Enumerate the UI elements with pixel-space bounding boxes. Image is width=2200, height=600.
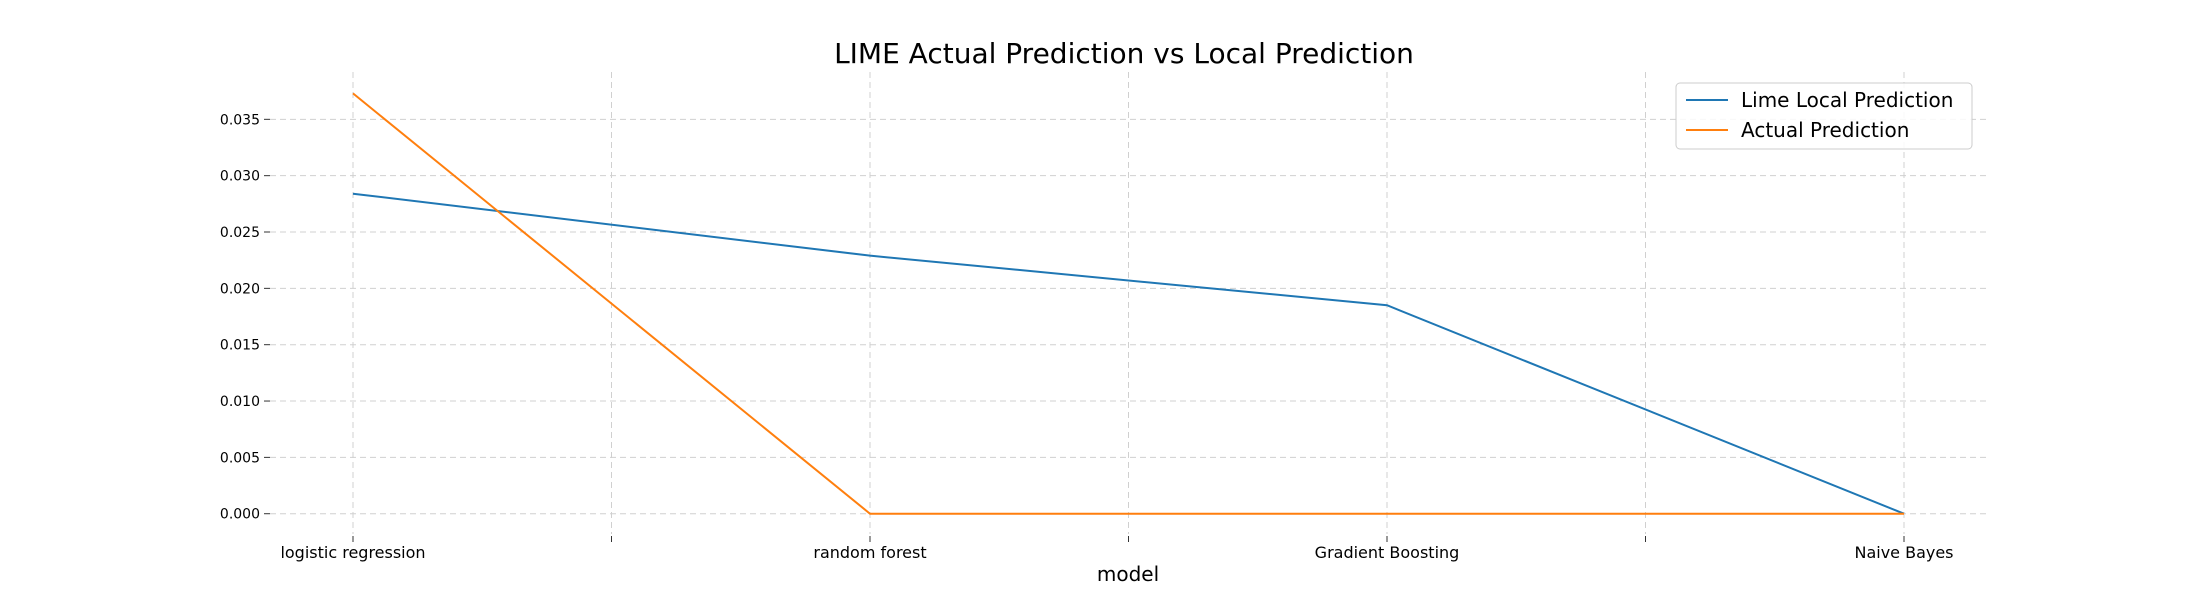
series-line-lime-local-prediction xyxy=(352,192,1905,515)
y-tick-label: 0.015 xyxy=(220,338,260,354)
series-lines xyxy=(352,92,1905,515)
series-line-actual-prediction xyxy=(352,92,1904,515)
y-axis: 0.000 0.005 0.010 0.015 0.020 0.025 0.030 0.035 xyxy=(220,112,270,523)
y-tick-label: 0.025 xyxy=(220,225,260,241)
legend-label-actual: Actual Prediction xyxy=(1741,118,1909,142)
x-tick-label: random forest xyxy=(813,543,926,562)
x-tick-label: Naive Bayes xyxy=(1854,543,1953,562)
x-axis: logistic regression random forest Gradient… xyxy=(280,536,1954,562)
legend: Lime Local Prediction Actual Prediction xyxy=(1675,82,1973,150)
legend-label-lime-local: Lime Local Prediction xyxy=(1741,88,1953,112)
y-tick-label: 0.010 xyxy=(220,394,260,410)
x-axis-label: model xyxy=(1097,562,1159,586)
x-tick-label: Gradient Boosting xyxy=(1315,543,1460,562)
x-tick-label: logistic regression xyxy=(280,543,425,562)
y-tick-label: 0.030 xyxy=(220,169,260,185)
y-tick-label: 0.005 xyxy=(220,450,260,466)
chart-title: LIME Actual Prediction vs Local Predicti… xyxy=(834,37,1414,70)
y-tick-label: 0.000 xyxy=(220,507,260,523)
y-tick-label: 0.020 xyxy=(220,281,260,297)
legend-box xyxy=(1675,82,1973,150)
y-tick-label: 0.035 xyxy=(220,112,260,128)
